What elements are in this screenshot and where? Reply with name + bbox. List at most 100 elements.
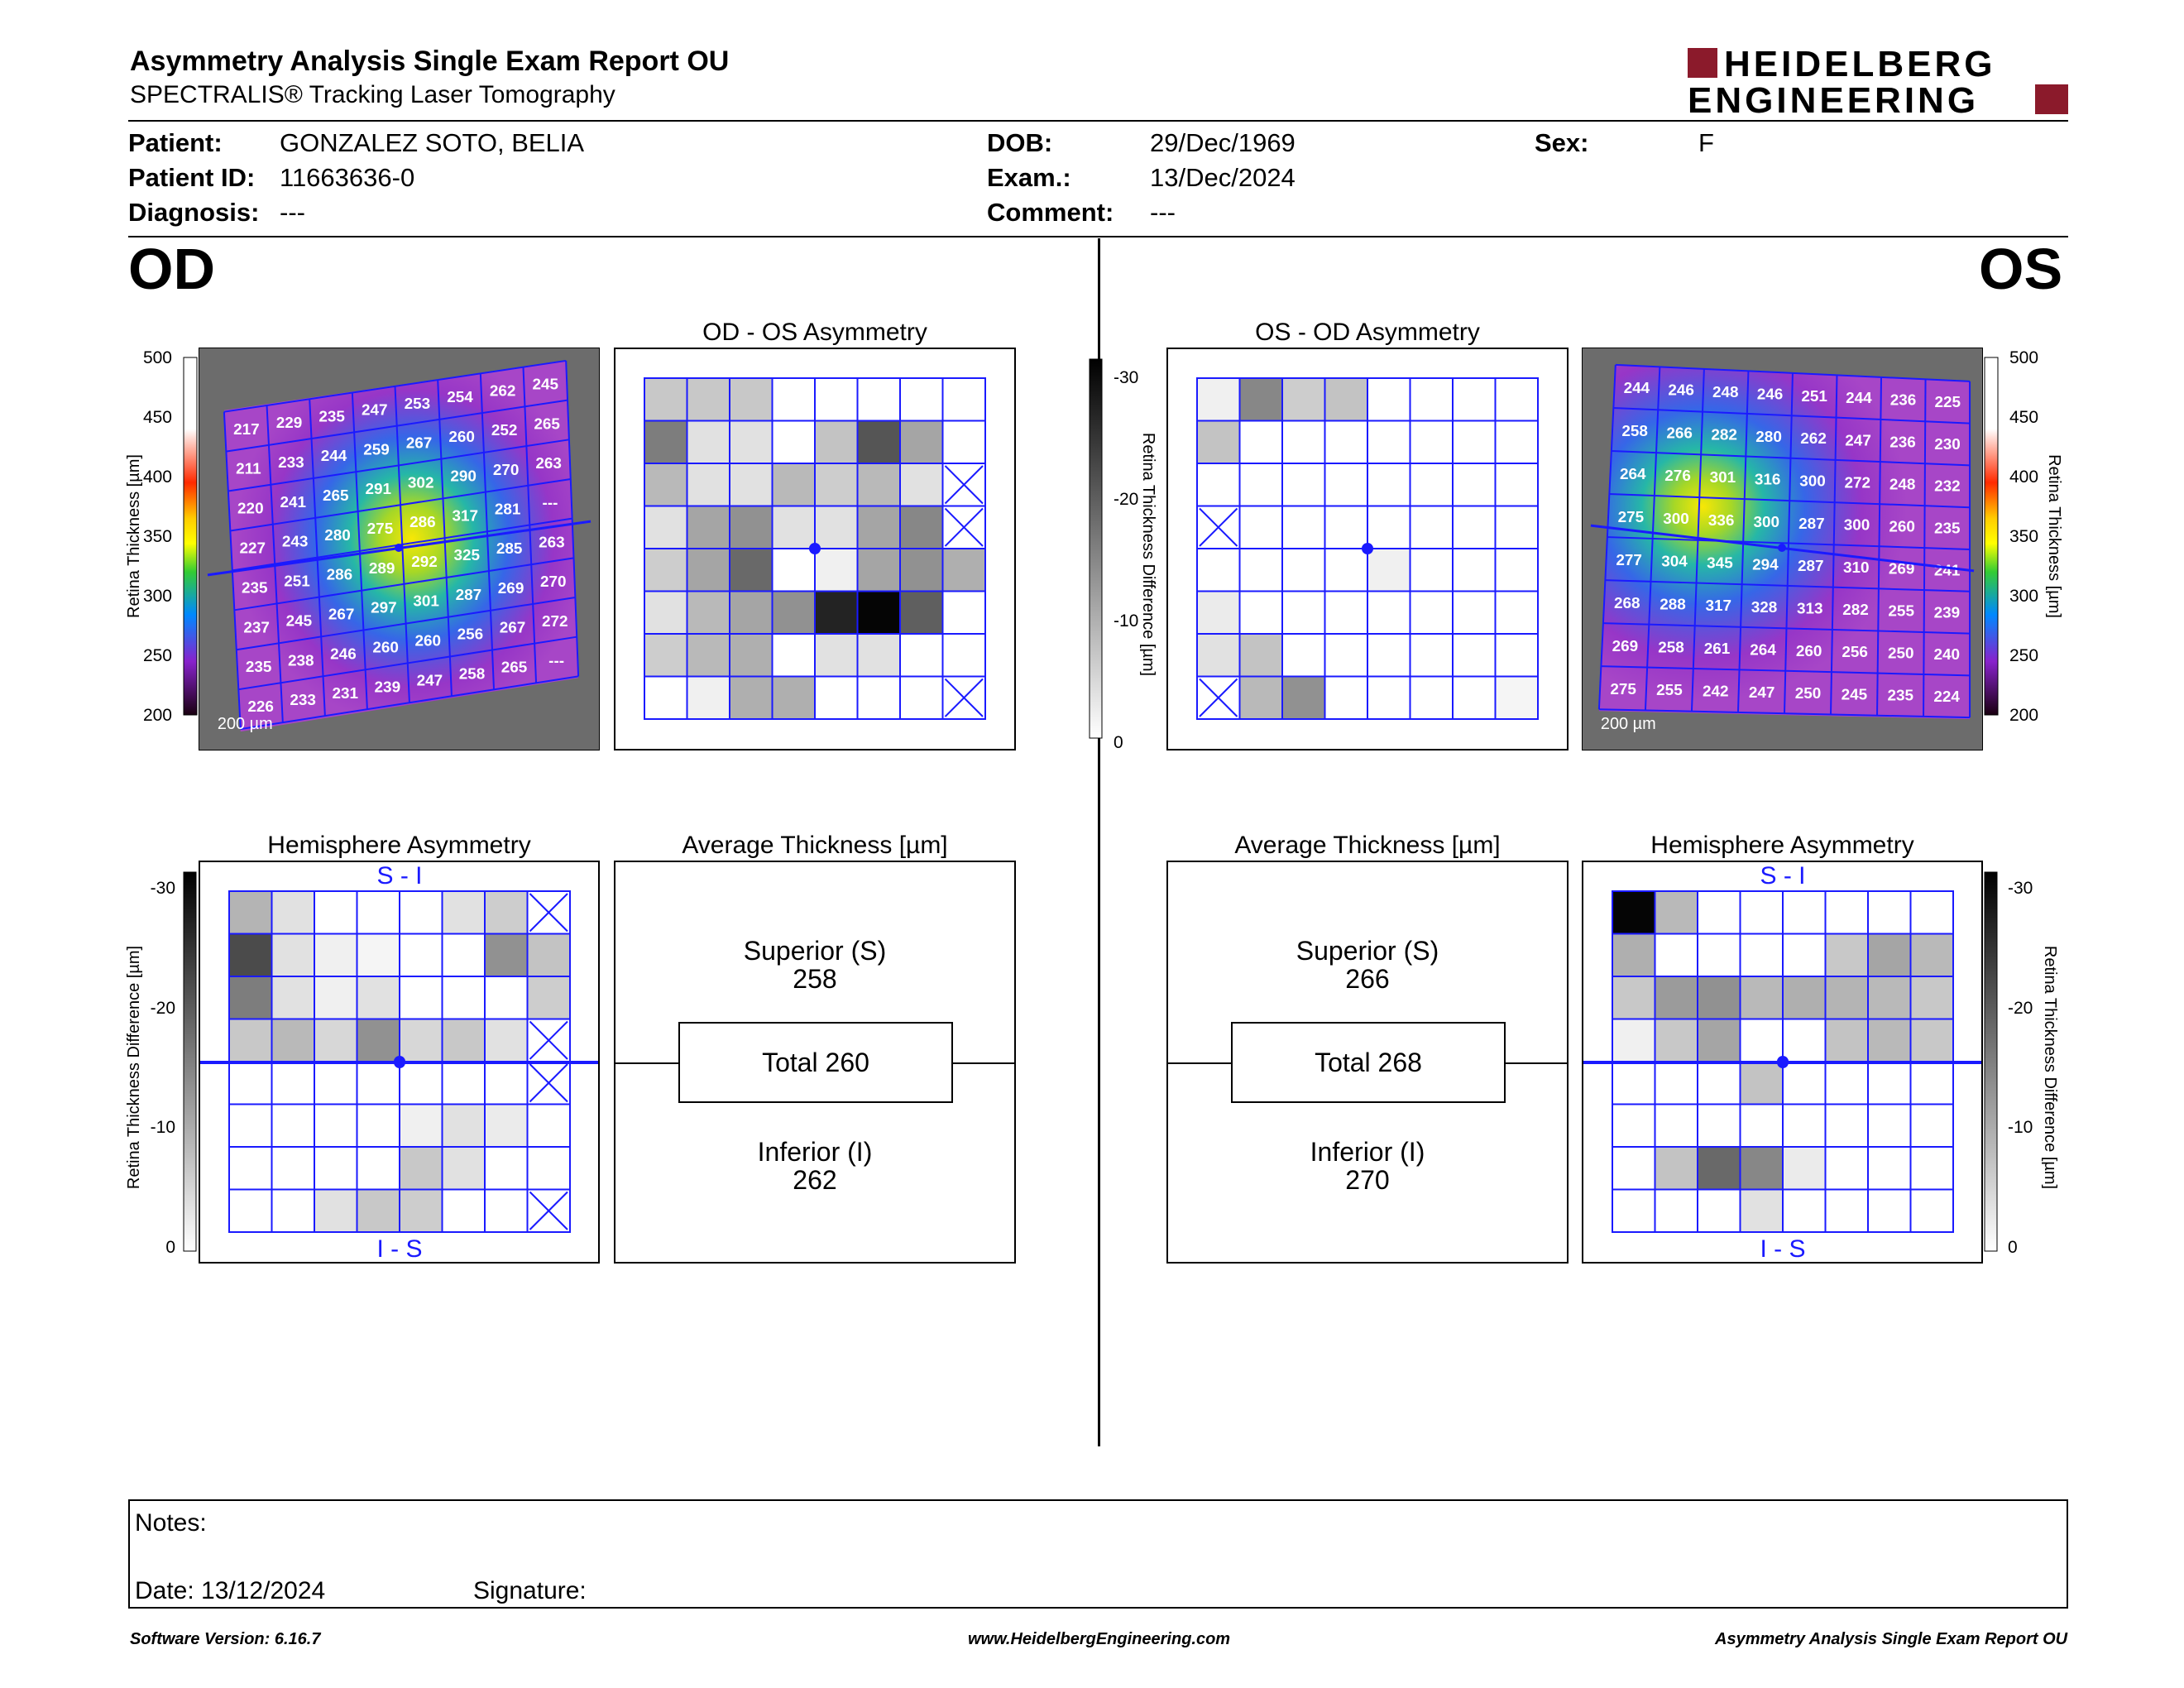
od-asym-cell bbox=[941, 377, 986, 422]
os-hemi-cell bbox=[1909, 976, 1954, 1020]
od-hemi-cell bbox=[441, 890, 486, 935]
od-asym-cell bbox=[644, 590, 688, 635]
os-thickness-value: 246 bbox=[1757, 386, 1784, 403]
os-thickness-value: 288 bbox=[1660, 597, 1686, 614]
os-thickness-value: 255 bbox=[1888, 603, 1914, 621]
od-thickness-value: 217 bbox=[233, 421, 260, 439]
os-asym-cell bbox=[1238, 590, 1283, 635]
os-thickness-value: 236 bbox=[1889, 434, 1916, 452]
os-thickness-value: 282 bbox=[1711, 427, 1737, 444]
od-hemi-cell bbox=[526, 976, 571, 1020]
os-thickness-value: 248 bbox=[1712, 384, 1739, 401]
os-thickness-value: 260 bbox=[1889, 519, 1915, 536]
od-hemi-cell bbox=[228, 1146, 273, 1191]
os-inferior-label: Inferior (I) bbox=[1310, 1137, 1425, 1167]
os-thickness-value: 260 bbox=[1796, 643, 1822, 660]
patient-id-label: Patient ID: bbox=[128, 163, 256, 192]
os-thickness-value: 268 bbox=[1614, 595, 1640, 612]
os-asym-cell bbox=[1281, 505, 1326, 549]
od-hemi-axis-label: Retina Thickness Difference [µm] bbox=[125, 946, 143, 1189]
od-scale-bar-label: 200 µm bbox=[218, 715, 273, 733]
od-thickness-gridline bbox=[437, 380, 453, 697]
os-asym-cell bbox=[1367, 505, 1411, 549]
od-hemi-tick-0: 0 bbox=[165, 1238, 175, 1257]
od-asym-cell bbox=[899, 633, 944, 678]
os-thickness-value: 245 bbox=[1842, 686, 1868, 703]
od-thickness-value: 263 bbox=[539, 534, 565, 551]
os-hemi-cell bbox=[1824, 1061, 1869, 1105]
od-hemi-cell bbox=[399, 976, 443, 1020]
od-asym-cell bbox=[686, 548, 730, 592]
top-diff-tick-20: -20 bbox=[1114, 490, 1138, 509]
os-hemi-cell bbox=[1697, 976, 1741, 1020]
os-thickness-value: 264 bbox=[1750, 641, 1776, 659]
os-hemi-cell bbox=[1654, 1103, 1698, 1148]
od-thickness-value: 291 bbox=[365, 481, 391, 498]
od-thickness-axis-label: Retina Thickness [µm] bbox=[125, 454, 143, 618]
os-hemi-cell bbox=[1739, 933, 1784, 977]
exam-label: Exam.: bbox=[987, 163, 1071, 192]
od-asym-grid bbox=[644, 377, 986, 720]
od-avg-panel: Superior (S) 258 Total 260 Inferior (I) … bbox=[614, 861, 1016, 1264]
od-thickness-value: 263 bbox=[535, 455, 562, 472]
os-asym-cell bbox=[1409, 505, 1454, 549]
os-asym-cell bbox=[1324, 420, 1368, 464]
od-asym-cell bbox=[771, 420, 816, 464]
os-hemi-cell bbox=[1824, 1188, 1869, 1233]
patient-label: Patient: bbox=[128, 128, 223, 157]
od-thickness-value: 317 bbox=[452, 507, 478, 525]
os-hemi-cell bbox=[1909, 1188, 1954, 1233]
od-thickness-value: 251 bbox=[284, 573, 310, 591]
od-hemi-cell bbox=[399, 1018, 443, 1062]
od-asym-cell bbox=[856, 463, 901, 507]
od-hemi-excluded-mark bbox=[529, 1020, 568, 1060]
logo-line1: HEIDELBERG bbox=[1724, 44, 1995, 84]
os-asym-cell bbox=[1238, 505, 1283, 549]
notes-signature-label: Signature: bbox=[473, 1577, 587, 1604]
os-hemi-cell bbox=[1824, 976, 1869, 1020]
footer-version: Software Version: 6.16.7 bbox=[130, 1630, 321, 1648]
os-thickness-value: 248 bbox=[1889, 477, 1916, 494]
od-thickness-value: 272 bbox=[542, 613, 568, 631]
notes-box[interactable]: Notes: Date: 13/12/2024 Signature: bbox=[128, 1499, 2068, 1609]
dob-value: 29/Dec/1969 bbox=[1150, 128, 1296, 157]
od-thickness-value: 233 bbox=[290, 692, 316, 709]
os-hemi-top-label: S - I bbox=[1760, 862, 1805, 890]
os-thickness-value: 269 bbox=[1889, 561, 1915, 578]
od-asym-cell bbox=[771, 463, 816, 507]
os-hemi-cell bbox=[1697, 1061, 1741, 1105]
os-thickness-value: 276 bbox=[1664, 468, 1691, 485]
od-hemi-cell bbox=[271, 1018, 315, 1062]
od-thickness-value: 243 bbox=[282, 534, 309, 551]
od-asym-cell bbox=[856, 420, 901, 464]
os-thickness-value: 250 bbox=[1795, 685, 1822, 703]
os-hemi-cell bbox=[1909, 890, 1954, 935]
os-tick-500: 500 bbox=[2009, 348, 2038, 367]
od-hemi-cell bbox=[441, 1103, 486, 1148]
od-thickness-value: 260 bbox=[414, 633, 441, 650]
patient-name: GONZALEZ SOTO, BELIA bbox=[280, 128, 585, 157]
sex-label: Sex: bbox=[1535, 128, 1589, 157]
od-hemi-cell bbox=[271, 933, 315, 977]
od-hemi-cell bbox=[399, 933, 443, 977]
od-asym-cell bbox=[686, 675, 730, 720]
os-asym-cell bbox=[1324, 675, 1368, 720]
od-asym-cell bbox=[856, 505, 901, 549]
footer-website[interactable]: www.HeidelbergEngineering.com bbox=[968, 1630, 1231, 1648]
od-thickness-value: 247 bbox=[417, 672, 443, 689]
od-thickness-gridline bbox=[479, 373, 496, 690]
od-thickness-value: 289 bbox=[369, 560, 395, 578]
od-asym-cell bbox=[644, 633, 688, 678]
os-hemi-tick-20: -20 bbox=[2008, 999, 2033, 1018]
od-hemi-cell bbox=[356, 933, 400, 977]
od-asym-cell bbox=[814, 505, 859, 549]
od-hemi-cell bbox=[271, 890, 315, 935]
os-hemi-cell bbox=[1739, 1188, 1784, 1233]
od-asym-cell bbox=[814, 377, 859, 422]
os-thickness-value: 256 bbox=[1842, 644, 1868, 661]
os-hemi-cell bbox=[1909, 1146, 1954, 1191]
os-hemi-cell bbox=[1739, 1103, 1784, 1148]
os-hemi-cell bbox=[1739, 976, 1784, 1020]
os-asym-cell bbox=[1238, 675, 1283, 720]
os-thickness-value: 300 bbox=[1799, 472, 1826, 490]
